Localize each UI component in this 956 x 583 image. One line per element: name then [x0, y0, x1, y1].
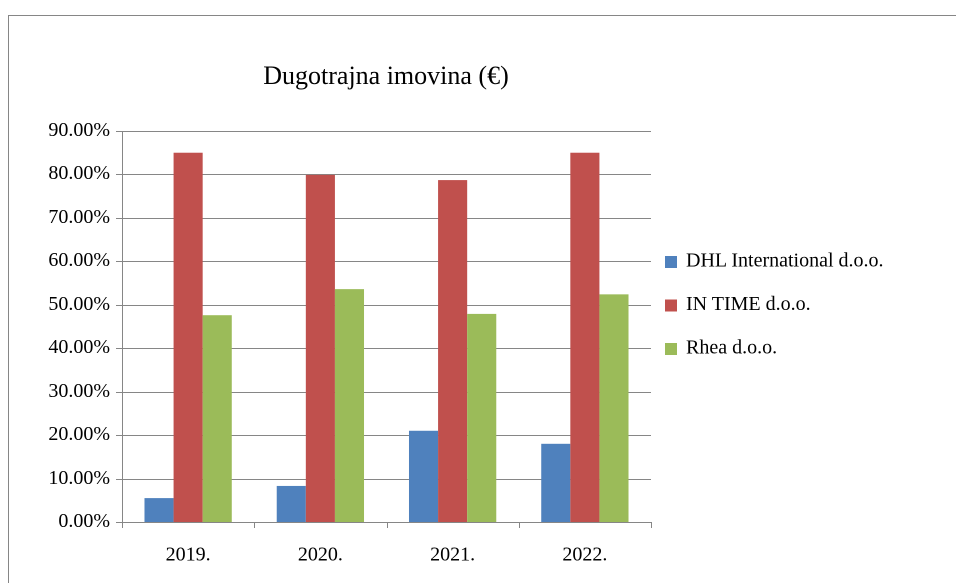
bar [541, 443, 571, 522]
bar [570, 152, 600, 522]
legend-swatch [665, 256, 677, 268]
y-tick-label: 80.00% [48, 162, 110, 184]
chart-title: Dugotrajna imovina (€) [263, 61, 509, 90]
bar [438, 180, 468, 522]
bar [305, 174, 335, 522]
bar [408, 430, 439, 522]
y-tick-label: 60.00% [48, 249, 110, 271]
legend-swatch [665, 343, 677, 355]
bar [144, 498, 174, 522]
bar [334, 289, 365, 522]
y-tick-label: 0.00% [58, 510, 110, 532]
legend-swatch [665, 299, 677, 312]
bar [599, 294, 629, 522]
legend-label: DHL International d.o.o. [686, 250, 884, 272]
y-tick-label: 10.00% [48, 467, 110, 489]
y-tick-label: 90.00% [48, 119, 110, 141]
y-tick-label: 20.00% [48, 423, 110, 445]
bar [202, 315, 232, 522]
x-tick-label: 2021. [430, 544, 475, 566]
legend-label: Rhea d.o.o. [686, 337, 777, 359]
bar [276, 485, 306, 522]
bar [467, 313, 497, 522]
legend-label: IN TIME d.o.o. [686, 293, 811, 315]
y-tick-label: 40.00% [48, 336, 110, 358]
x-tick-label: 2019. [166, 544, 211, 566]
x-tick-label: 2020. [298, 544, 343, 566]
y-tick-label: 50.00% [48, 293, 110, 315]
x-tick-label: 2022. [562, 544, 607, 566]
y-tick-label: 70.00% [48, 206, 110, 228]
bar [173, 152, 203, 522]
y-tick-label: 30.00% [48, 380, 110, 402]
